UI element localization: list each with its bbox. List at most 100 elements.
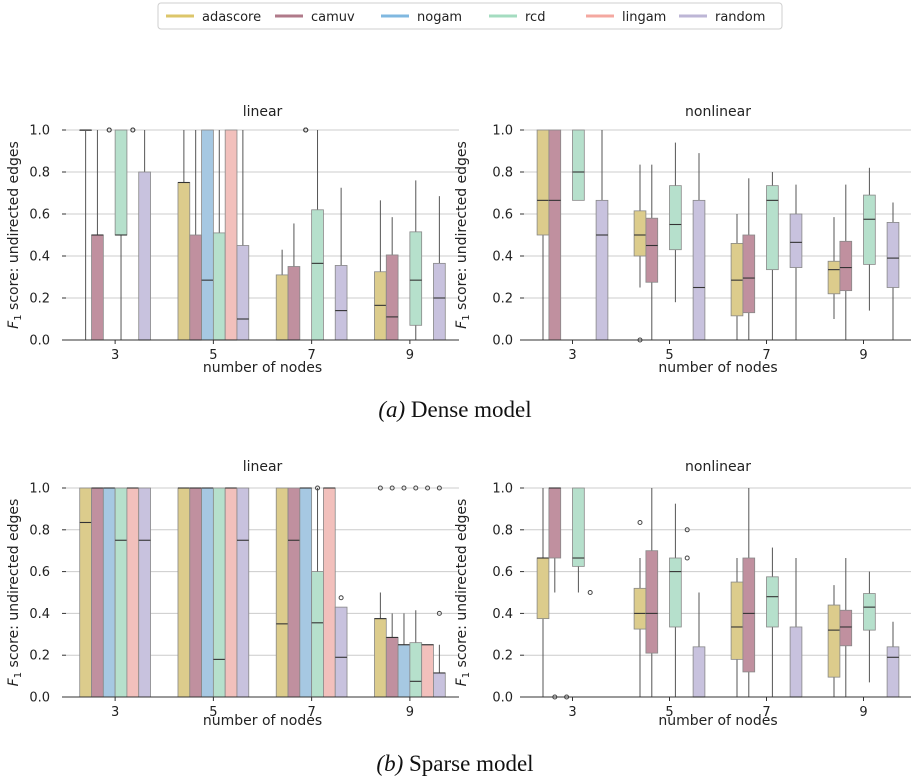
- box-body: [79, 487, 92, 698]
- box-body: [572, 487, 585, 567]
- box-adascore-n5: [633, 519, 647, 697]
- outlier-point: [389, 485, 395, 491]
- box-body: [114, 487, 128, 698]
- box-adascore-n5: [633, 164, 647, 343]
- y-label-sub: 1: [13, 314, 24, 320]
- x-tick-label: 3: [111, 348, 119, 363]
- box-nogam-n3: [103, 127, 116, 341]
- y-label-f: F: [6, 677, 22, 686]
- box-random-n7: [334, 187, 348, 341]
- box-lingam-n3: [126, 127, 139, 341]
- x-tick-label: 7: [762, 348, 770, 363]
- y-label-rest: score: undirected edges: [6, 499, 22, 672]
- box-camuv-n9: [385, 217, 399, 341]
- box-random-n9: [433, 196, 446, 341]
- box-nogam-n5: [201, 487, 214, 698]
- box-body: [334, 265, 348, 341]
- box-body: [177, 182, 191, 341]
- box-random-n7: [334, 595, 348, 698]
- y-tick-label: 0.0: [492, 691, 513, 706]
- caption-dense: (a) Dense model: [378, 397, 531, 422]
- box-camuv-n9: [385, 485, 399, 698]
- y-label-rest: score: undirected edges: [454, 499, 470, 672]
- box-random-n7: [789, 558, 803, 698]
- box-body: [789, 626, 803, 698]
- box-random-n5: [692, 592, 706, 698]
- box-body: [409, 231, 423, 326]
- panel-title: nonlinear: [685, 459, 751, 475]
- box-random-n5: [692, 153, 706, 341]
- box-nogam-n3: [102, 487, 116, 698]
- box-adascore-n9: [374, 485, 387, 698]
- box-body: [334, 606, 348, 698]
- box-body: [126, 487, 140, 698]
- box-adascore-n3: [536, 488, 550, 697]
- box-rcd-n7: [311, 485, 324, 698]
- y-tick-label: 0.6: [492, 208, 513, 223]
- box-body: [789, 213, 803, 268]
- box-camuv-n3: [548, 129, 562, 341]
- y-tick-label: 0.6: [29, 565, 50, 580]
- x-axis-label: number of nodes: [203, 713, 322, 729]
- box-lingam-n9: [421, 485, 434, 698]
- x-axis-label: number of nodes: [658, 360, 777, 376]
- y-axis-label: F1 score: undirected edges: [6, 141, 24, 329]
- outlier-point: [587, 590, 593, 595]
- box-camuv-n7: [287, 223, 301, 341]
- box-rcd-n7: [766, 547, 779, 697]
- box-body: [863, 194, 876, 265]
- box-body: [236, 245, 250, 341]
- y-tick-label: 1.0: [29, 124, 50, 139]
- box-random-n9: [433, 485, 446, 698]
- x-tick-label: 5: [665, 348, 673, 363]
- box-random-n5: [236, 487, 250, 698]
- y-axis-label: F1 score: undirected edges: [6, 499, 24, 687]
- x-tick-label: 7: [307, 348, 315, 363]
- box-body: [572, 129, 585, 201]
- box-camuv-n3: [548, 487, 562, 700]
- box-body: [287, 487, 301, 698]
- box-adascore-n7: [275, 249, 289, 341]
- y-tick-label: 0.2: [29, 649, 50, 664]
- box-body: [102, 487, 116, 698]
- y-tick-label: 0.0: [29, 334, 50, 349]
- box-body: [669, 185, 682, 251]
- box-random-n9: [886, 621, 900, 698]
- box-rcd-n9: [863, 571, 876, 683]
- box-camuv-n9: [839, 558, 853, 697]
- box-body: [548, 487, 562, 559]
- legend-frame: [157, 2, 783, 30]
- box-camuv-n5: [189, 130, 202, 341]
- box-body: [224, 129, 238, 341]
- x-tick-label: 3: [568, 348, 576, 363]
- box-random-n5: [236, 130, 250, 341]
- box-camuv-n7: [287, 487, 301, 698]
- box-nogam-n5: [201, 129, 214, 341]
- y-tick-label: 0.6: [492, 565, 513, 580]
- box-adascore-n7: [275, 487, 289, 698]
- panel-title: nonlinear: [685, 104, 751, 120]
- x-tick-label: 9: [406, 348, 414, 363]
- box-body: [287, 266, 301, 341]
- box-body: [742, 557, 756, 673]
- box-body: [633, 210, 647, 257]
- box-adascore-n9: [827, 585, 841, 697]
- box-lingam-n5: [224, 487, 238, 698]
- box-rcd-n3: [114, 129, 128, 340]
- box-adascore-n3: [79, 129, 92, 340]
- y-tick-label: 1.0: [29, 482, 50, 497]
- box-rcd-n5: [212, 130, 226, 341]
- y-tick-label: 0.4: [492, 607, 513, 622]
- y-tick-label: 0.4: [29, 607, 50, 622]
- box-body: [212, 487, 226, 698]
- caption-sparse: (b) Sparse model: [376, 751, 533, 776]
- box-body: [692, 199, 706, 341]
- y-label-rest: score: undirected edges: [454, 141, 470, 314]
- box-body: [433, 262, 446, 341]
- outlier-point: [436, 610, 442, 616]
- box-body: [385, 637, 399, 698]
- box-body: [311, 571, 324, 698]
- y-tick-label: 0.2: [492, 649, 513, 664]
- x-tick-label: 7: [307, 705, 315, 720]
